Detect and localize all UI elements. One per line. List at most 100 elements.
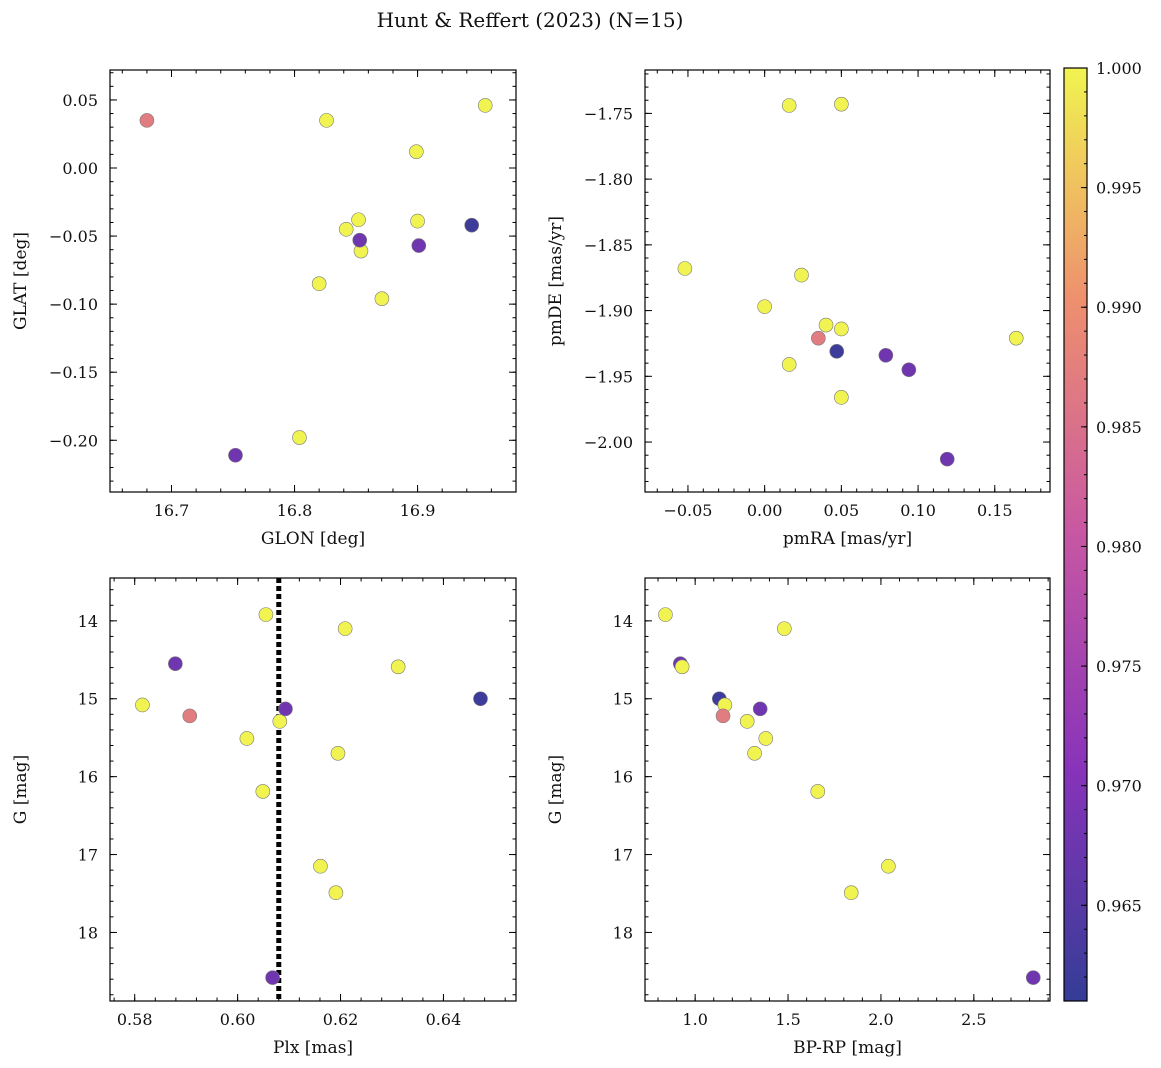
data-point — [901, 362, 917, 378]
x-tick-label: 2.5 — [961, 1010, 986, 1029]
data-point — [834, 321, 849, 337]
y-tick-label: 14 — [78, 612, 98, 631]
data-point — [258, 607, 274, 622]
data-point — [464, 217, 480, 233]
x-tick-label: 0.10 — [900, 501, 936, 520]
x-axis-label: GLON [deg] — [261, 529, 365, 549]
subplot-3: 0.58 0.60 0.62 0.64 14 15 16 17 18 Plx [mas] G [ma… — [11, 577, 517, 1058]
data-point — [255, 784, 271, 799]
x-axis-label: BP-RP [mag] — [793, 1038, 902, 1058]
data-point — [319, 113, 334, 128]
x-axis-label: Plx [mas] — [273, 1038, 353, 1058]
data-point — [390, 659, 406, 675]
data-point — [1008, 330, 1024, 346]
x-tick-label: 0.00 — [747, 501, 783, 520]
data-point — [330, 745, 346, 761]
colorbar-tick-label: 1.000 — [1096, 59, 1142, 78]
data-point — [311, 276, 327, 292]
data-point — [337, 621, 353, 636]
colorbar-tick-label: 0.970 — [1096, 777, 1142, 796]
colorbar-tick-label: 0.990 — [1096, 298, 1142, 317]
data-point — [313, 858, 328, 874]
data-point — [168, 656, 183, 671]
y-tick-label: 18 — [613, 923, 633, 942]
data-point — [473, 691, 488, 707]
x-tick-label: 16.9 — [400, 501, 436, 520]
x-tick-label: −0.05 — [663, 501, 712, 520]
y-tick-label: −1.95 — [584, 367, 633, 386]
data-point — [411, 238, 427, 253]
data-point — [715, 708, 731, 724]
y-tick-label: 0.05 — [62, 91, 98, 110]
plot-frame — [644, 69, 1051, 493]
figure-title: Hunt & Reffert (2023) (N=15) — [377, 8, 684, 32]
subplot-4: 1.0 1.5 2.0 2.5 14 15 16 17 18 BP-RP [mag] G [mag] — [546, 577, 1051, 1058]
colorbar-tick-label: 0.980 — [1096, 537, 1142, 556]
data-point — [182, 708, 198, 724]
x-tick-label: 0.05 — [824, 501, 860, 520]
x-tick-label: 1.5 — [775, 1010, 800, 1029]
plot-frame — [109, 577, 517, 1002]
data-point — [818, 317, 834, 333]
y-tick-label: 14 — [613, 612, 633, 631]
data-point — [1025, 970, 1041, 985]
x-tick-label: 1.0 — [682, 1010, 707, 1029]
data-point — [265, 970, 280, 985]
subplot-2: −0.05 0.00 0.05 0.10 0.15 −1.75 −1.80 −1.85 −1.9… — [546, 69, 1051, 549]
x-tick-label: 0.15 — [977, 501, 1013, 520]
y-tick-label: 17 — [613, 846, 633, 865]
colorbar-gradient — [1064, 68, 1087, 1001]
data-point — [658, 607, 673, 622]
data-point — [834, 96, 849, 112]
subplot-1: 16.7 16.8 16.9 0.05 0.00 −0.05 −0.10 −0.15 −0.20… — [11, 69, 517, 549]
y-tick-label: −2.00 — [584, 433, 633, 452]
y-tick-label: −0.05 — [49, 227, 98, 246]
plot-frame — [644, 577, 1051, 1002]
y-tick-label: −0.20 — [49, 431, 98, 450]
y-tick-label: −1.90 — [584, 302, 633, 321]
y-tick-label: −1.75 — [584, 104, 633, 123]
y-tick-label: 17 — [78, 846, 98, 865]
data-point — [939, 451, 955, 467]
x-axis-label: pmRA [mas/yr] — [783, 529, 912, 549]
x-tick-label: 0.62 — [323, 1010, 359, 1029]
y-tick-label: 0.00 — [62, 159, 98, 178]
data-point — [881, 858, 896, 874]
data-point — [338, 221, 354, 237]
y-tick-label: 16 — [78, 768, 98, 787]
data-point — [352, 232, 368, 248]
y-tick-label: −0.15 — [49, 363, 98, 382]
data-point — [752, 701, 768, 717]
data-point — [758, 731, 774, 746]
y-tick-label: 15 — [613, 690, 633, 709]
data-point — [477, 98, 493, 113]
y-tick-label: 18 — [78, 923, 98, 942]
y-tick-label: 16 — [613, 768, 633, 787]
y-axis-label: G [mag] — [546, 755, 566, 824]
x-tick-label: 2.0 — [868, 1010, 893, 1029]
data-point — [739, 714, 755, 729]
data-point — [810, 784, 826, 799]
data-point — [139, 113, 155, 128]
data-point — [781, 357, 797, 372]
data-point — [674, 659, 690, 675]
data-point — [374, 291, 390, 306]
colorbar-tick-label: 0.975 — [1096, 657, 1142, 676]
plot-frame — [109, 69, 517, 493]
data-point — [781, 98, 797, 113]
data-point — [328, 885, 344, 901]
colorbar-tick-label: 0.985 — [1096, 418, 1142, 437]
data-point — [834, 390, 849, 405]
data-point — [829, 344, 845, 359]
y-axis-label: GLAT [deg] — [11, 232, 31, 330]
colorbar-tick-label: 0.995 — [1096, 179, 1142, 198]
x-tick-label: 0.58 — [117, 1010, 153, 1029]
data-point — [843, 885, 859, 901]
y-axis-label: G [mag] — [11, 755, 31, 824]
data-point — [239, 731, 255, 746]
colorbar-tick-label: 0.965 — [1096, 896, 1142, 915]
x-tick-label: 16.7 — [154, 501, 190, 520]
x-tick-label: 16.8 — [277, 501, 313, 520]
data-point — [272, 714, 288, 729]
